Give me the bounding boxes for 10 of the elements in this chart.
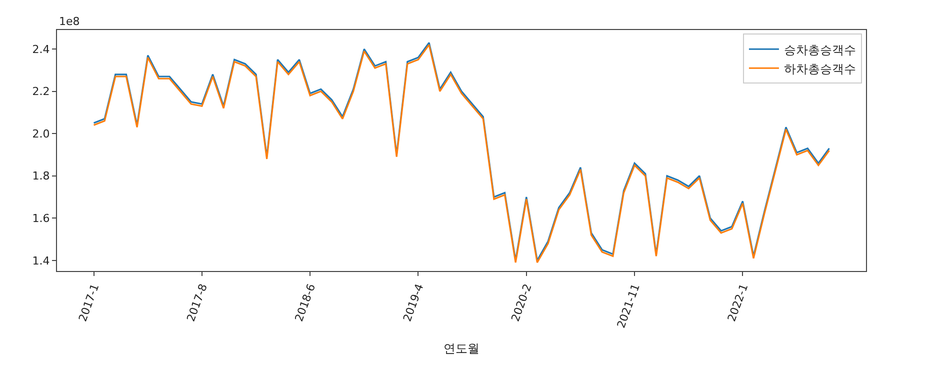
legend-label: 승차총승객수 [784, 42, 856, 57]
y-tick-label: 2.2 [32, 85, 50, 98]
y-tick-label: 2.4 [32, 42, 50, 56]
y-tick-label: 2.0 [32, 127, 50, 140]
x-axis-title: 연도월 [444, 342, 480, 356]
text: 1e8 [59, 15, 80, 28]
y-tick-label: 1.8 [32, 170, 50, 183]
legend-label: 하차총승객수 [784, 62, 856, 76]
y-tick-label: 1.6 [32, 212, 50, 225]
y-tick-label: 1.4 [32, 254, 50, 268]
